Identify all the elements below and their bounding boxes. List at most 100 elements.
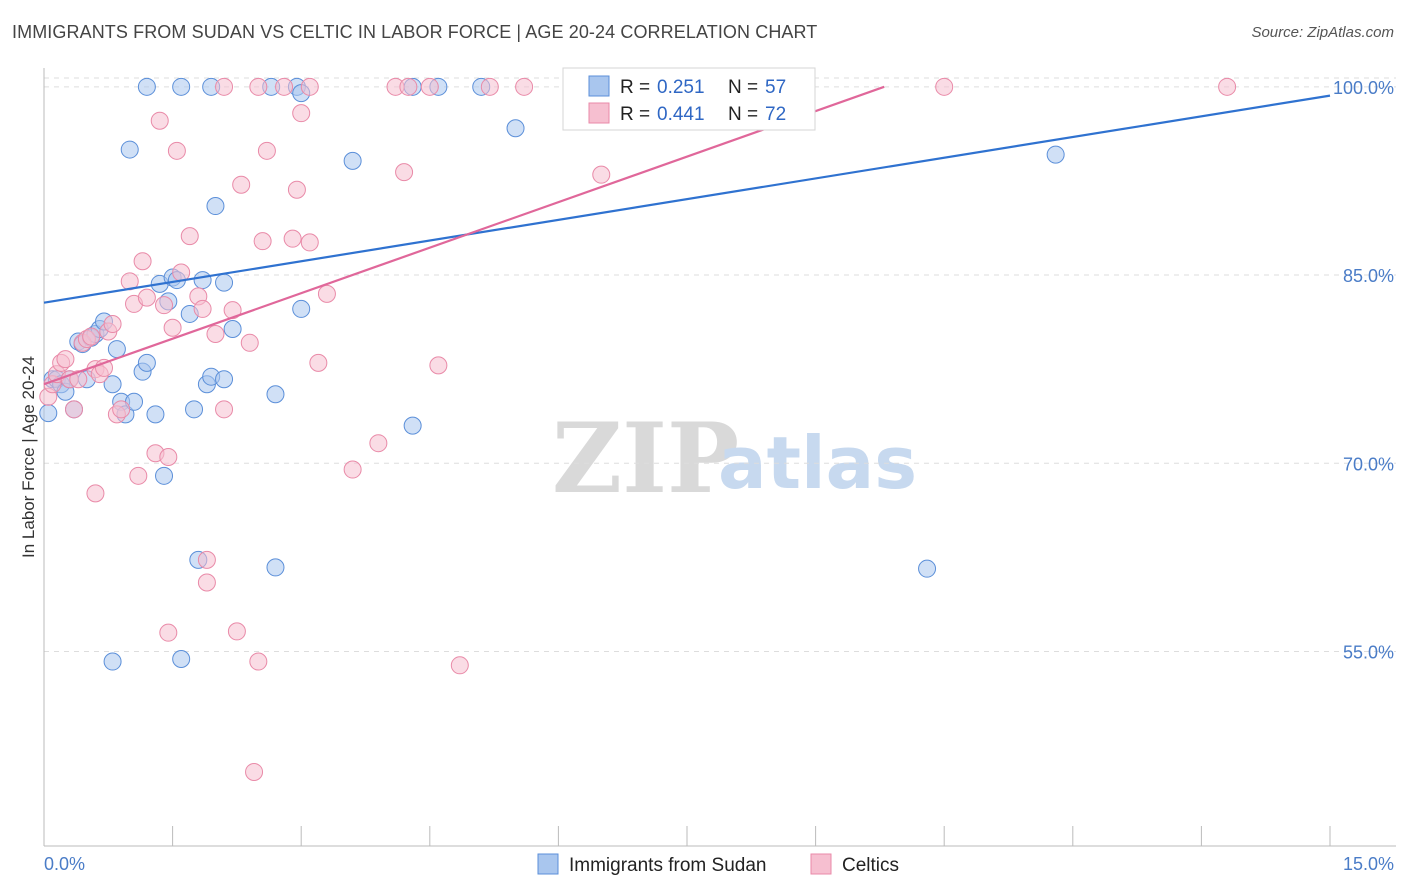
scatter-point [56,350,75,369]
legend-n-label-sudan: N = [728,77,758,98]
scatter-point [163,318,182,337]
bottom-legend-label-celtic: Celtics [842,855,899,876]
scatter-point [159,448,178,466]
y-tick-label: 85.0% [1343,266,1394,286]
scatter-point [1046,145,1065,164]
scatter-point [300,77,319,96]
scatter-point [69,370,88,389]
scatter-point [65,400,84,419]
trend-lines [43,85,1331,386]
scatter-point [227,622,246,641]
scatter-point [103,375,122,394]
bottom-legend-label-sudan: Immigrants from Sudan [569,855,766,876]
scatter-point [215,400,234,419]
scatter-point [39,404,58,423]
trend-line-sudan [43,94,1331,304]
scatter-point [193,271,212,290]
scatter-point [180,227,199,246]
bottom-legend-swatch-celtic [810,853,832,875]
scatter-point [197,573,216,592]
scatter-point [206,197,225,216]
bottom-legend: Immigrants from Sudan Celtics [537,853,899,876]
scatter-point [129,466,148,485]
scatter-point [137,288,156,307]
scatter-point [172,263,191,282]
scatter-point [275,77,294,96]
scatter-point [249,652,268,671]
x-ticks [43,826,1331,846]
scatter-point [253,232,272,251]
watermark-zip: ZIP [552,402,739,515]
axes [43,68,1396,847]
scatter-point [107,340,126,359]
source-credit: Source: ZipAtlas.com [1251,24,1394,41]
scatter-point [918,559,937,578]
scatter-point [292,104,311,123]
scatter-point [395,163,414,182]
series-celtic-points [39,77,1237,781]
x-tick-label-min: 0.0% [44,854,85,874]
scatter-point [343,151,362,170]
scatter-point [197,550,216,569]
bottom-legend-swatch-sudan [537,853,559,875]
scatter-point [369,434,388,453]
scatter-point [120,140,139,159]
legend-swatch-celtic [588,102,610,124]
y-axis-label: In Labor Force | Age 20-24 [19,356,38,558]
scatter-point [450,656,469,675]
scatter-point [266,385,285,404]
scatter-point [266,558,285,577]
scatter-point [309,353,328,372]
scatter-point [245,762,264,781]
scatter-point [137,77,156,96]
scatter-point [592,165,611,184]
scatter-point [215,77,234,96]
legend: R = 0.251 N = 57 R = 0.441 N = 72 [562,67,816,131]
legend-r-label-celtic: R = [620,104,650,125]
legend-r-value-celtic: 0.441 [657,104,705,125]
scatter-point [257,141,276,160]
scatter-point [240,333,259,352]
scatter-point [300,233,319,252]
chart-title: IMMIGRANTS FROM SUDAN VS CELTIC IN LABOR… [12,22,818,42]
scatter-point [223,301,242,320]
scatter-point [159,623,178,642]
scatter-point [403,416,422,435]
scatter-point [86,484,105,503]
scatter-point [343,460,362,479]
y-tick-label: 70.0% [1343,454,1394,474]
scatter-point [506,119,525,138]
scatter-point [167,141,186,160]
scatter-point [193,299,212,318]
scatter-point [283,229,302,248]
scatter-point [103,652,122,671]
legend-r-label-sudan: R = [620,77,650,98]
scatter-point [215,370,234,389]
scatter-point [172,77,191,96]
scatter-point [420,77,439,96]
y-tick-label: 55.0% [1343,643,1394,663]
scatter-point [82,327,101,346]
scatter-point [133,252,152,271]
legend-r-value-sudan: 0.251 [657,77,705,98]
scatter-point [935,77,954,96]
scatter-point [399,77,418,96]
scatter-point [232,175,251,194]
scatter-point [155,466,174,485]
scatter-point [172,650,191,669]
gridlines [44,77,1396,652]
scatter-point [287,180,306,199]
scatter-point [515,77,534,96]
series-sudan-points [39,77,1065,671]
y-tick-labels: 55.0% 70.0% 85.0% 100.0% [1333,78,1394,663]
scatter-point [480,77,499,96]
scatter-point [215,273,234,292]
legend-n-label-celtic: N = [728,104,758,125]
scatter-point [137,353,156,372]
x-tick-label-max: 15.0% [1343,854,1394,874]
scatter-point [103,314,122,333]
trend-line-celtic [43,85,885,386]
scatter-point [155,296,174,315]
y-tick-label: 100.0% [1333,78,1394,98]
